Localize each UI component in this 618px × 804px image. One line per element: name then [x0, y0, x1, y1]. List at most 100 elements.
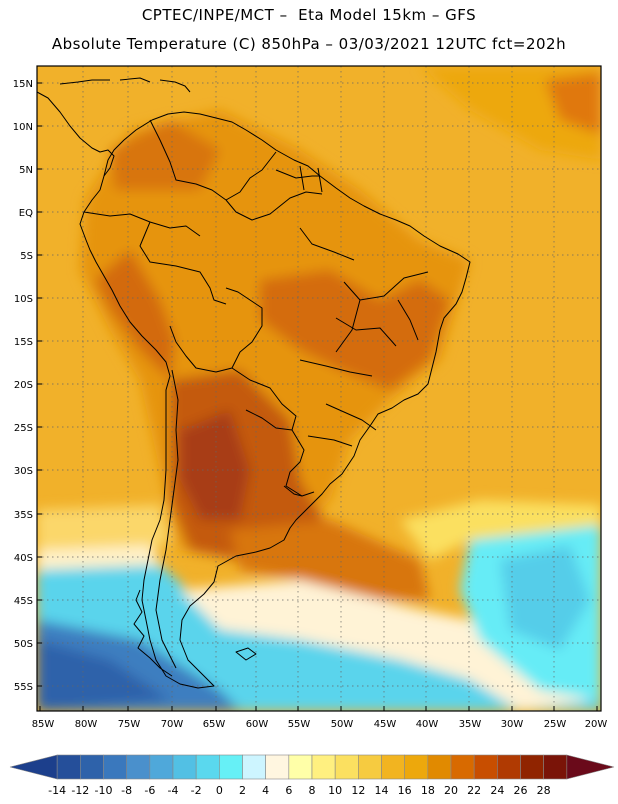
colorbar-label: 6: [285, 784, 292, 797]
colorbar-label: -2: [191, 784, 202, 797]
lon-label: 30W: [501, 719, 524, 730]
lat-label: 10N: [13, 122, 33, 133]
colorbar-swatch: [497, 754, 521, 780]
lon-label: 20W: [585, 719, 608, 730]
field-east-cyan-core: [500, 545, 590, 650]
colorbar-label: 12: [351, 784, 365, 797]
title-line-2: Absolute Temperature (C) 850hPa – 03/03/…: [51, 35, 567, 53]
field-core-hot: [180, 410, 250, 520]
border-paraguay: [231, 367, 297, 431]
lat-label: 15N: [13, 79, 33, 90]
colorbar-swatch: [288, 754, 313, 780]
colorbar-swatch: [543, 754, 568, 780]
river-plate: [283, 485, 303, 497]
border-venezuela-guyana: [225, 151, 277, 201]
colorbar-swatch: [404, 754, 429, 780]
colorbar-swatch: [172, 754, 197, 780]
lat-labels: 15N 10N 5N EQ 5S 10S 15S 20S 25S 30S 35S…: [13, 79, 33, 693]
field-pale-band: [180, 580, 590, 711]
lat-label: 55S: [14, 682, 33, 693]
lon-label: 35W: [459, 719, 482, 730]
colorbar-label: 8: [309, 784, 316, 797]
colorbar: -14 -12 -10 -8 -6 -4 -2 0 2 4 6 8 10 12 14 16 18 20 22 24 26…: [9, 754, 615, 797]
field-andes-hot: [95, 250, 175, 380]
lat-label: 50S: [14, 639, 33, 650]
border-brazil-states: [299, 227, 429, 447]
colorbar-swatch: [450, 754, 475, 780]
colorbar-label: -14: [48, 784, 66, 797]
colorbar-swatch: [358, 754, 382, 780]
colorbar-swatch: [473, 754, 498, 780]
colorbar-label: 18: [421, 784, 435, 797]
lat-label: 25S: [14, 423, 33, 434]
colorbar-label: -6: [144, 784, 155, 797]
colorbar-swatch: [566, 754, 615, 780]
patagonia-islands: [133, 589, 173, 677]
colorbar-label: 26: [514, 784, 528, 797]
colorbar-swatch: [126, 754, 151, 780]
colorbar-label: -4: [168, 784, 179, 797]
colorbar-swatch: [56, 754, 81, 780]
lon-label: 60W: [246, 719, 269, 730]
colorbar-label: -8: [121, 784, 132, 797]
colorbar-label: 22: [467, 784, 481, 797]
colorbar-swatch: [427, 754, 452, 780]
border-bolivia: [169, 287, 263, 373]
caribbean-islands: [59, 77, 191, 93]
lon-label: 45W: [374, 719, 397, 730]
colorbar-label: 10: [328, 784, 342, 797]
border-colombia-venezuela: [149, 119, 227, 201]
title-line-1: CPTEC/INPE/MCT – Eta Model 15km – GFS: [141, 6, 477, 24]
colorbar-swatch: [311, 754, 336, 780]
border-guianas: [275, 165, 323, 193]
field-north-hot: [110, 120, 220, 190]
lat-label: 15S: [14, 337, 33, 348]
colorbar-label: 16: [398, 784, 412, 797]
lon-label: 70W: [161, 719, 184, 730]
lon-label: 40W: [416, 719, 439, 730]
lat-label: 5S: [20, 251, 33, 262]
lat-label: 40S: [14, 553, 33, 564]
lon-label: 65W: [203, 719, 226, 730]
border-brazil-north: [225, 191, 323, 221]
colorbar-swatch: [195, 754, 220, 780]
plot-frame: [36, 65, 602, 712]
axis-ticks: [37, 82, 598, 711]
lon-label: 80W: [75, 719, 98, 730]
lat-label: 45S: [14, 596, 33, 607]
lat-label: 5N: [19, 165, 33, 176]
colorbar-label: -12: [71, 784, 89, 797]
field-sw-deeper: [37, 640, 170, 711]
lon-labels: 85W 80W 75W 70W 65W 60W 55W 50W 45W 40W …: [32, 719, 608, 730]
colorbar-swatch: [9, 754, 58, 780]
colorbar-label: 4: [262, 784, 269, 797]
coastlines-borders: [37, 77, 471, 689]
lon-label: 25W: [544, 719, 567, 730]
border-chile-argentina: [155, 369, 179, 669]
central-america-coast: [37, 91, 115, 177]
field-plume: [230, 520, 430, 600]
colorbar-swatch: [219, 754, 243, 780]
colorbar-swatch: [242, 754, 266, 780]
south-america-coast: [79, 111, 471, 689]
colorbar-label: 0: [216, 784, 223, 797]
colorbar-label: 20: [444, 784, 458, 797]
lat-label: EQ: [19, 208, 33, 219]
colorbar-swatch: [149, 754, 174, 780]
colorbar-label: 14: [375, 784, 389, 797]
field-front-yellow: [400, 500, 601, 560]
colorbar-label: 2: [239, 784, 246, 797]
lon-label: 50W: [331, 719, 354, 730]
falklands: [235, 647, 257, 661]
colorbar-label: -10: [95, 784, 113, 797]
border-peru-brazil: [139, 221, 227, 305]
colorbar-swatch: [265, 754, 290, 780]
lat-label: 35S: [14, 510, 33, 521]
lat-label: 20S: [14, 380, 33, 391]
lon-label: 85W: [32, 719, 55, 730]
temperature-field: [37, 66, 601, 711]
colorbar-label: 28: [537, 784, 551, 797]
colorbar-swatch: [520, 754, 544, 780]
